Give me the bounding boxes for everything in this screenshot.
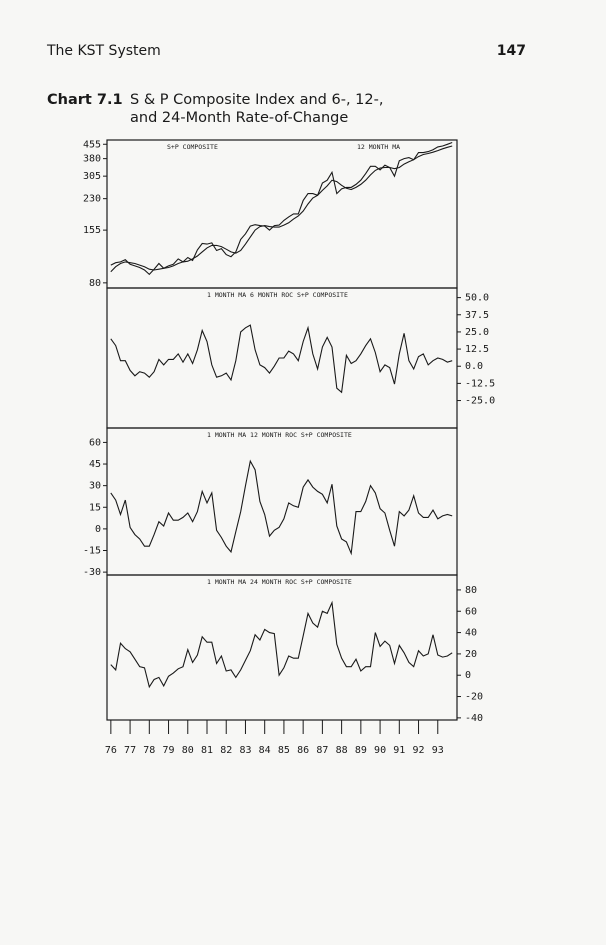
x-tick-label: 85 xyxy=(278,745,290,756)
x-tick-label: 92 xyxy=(413,745,425,756)
panel-frame xyxy=(106,574,458,721)
series-line xyxy=(110,145,453,273)
panel-frame xyxy=(106,139,458,289)
y-tick-label: 0 xyxy=(465,670,471,681)
x-tick-label: 82 xyxy=(220,745,232,756)
y-tick-label: 25.0 xyxy=(465,327,489,338)
y-tick-label: 80 xyxy=(465,585,477,596)
y-tick-label: -12.5 xyxy=(465,378,495,389)
x-tick-label: 91 xyxy=(393,745,405,756)
x-tick-label: 93 xyxy=(432,745,444,756)
x-tick-label: 83 xyxy=(239,745,251,756)
y-tick-label: -30 xyxy=(83,567,101,578)
y-tick-label: 230 xyxy=(83,194,101,205)
legend-label: 1 MONTH MA 24 MONTH ROC S+P COMPOSITE xyxy=(207,578,352,586)
y-tick-label: 0 xyxy=(95,524,101,535)
x-tick-label: 76 xyxy=(105,745,117,756)
y-tick-label: 40 xyxy=(465,628,477,639)
y-tick-label: 50.0 xyxy=(465,293,489,304)
y-tick-label: 455 xyxy=(83,139,101,150)
legend-label: 12 MONTH MA xyxy=(357,143,400,151)
y-tick-label: -40 xyxy=(465,713,483,724)
x-tick-label: 90 xyxy=(374,745,386,756)
x-tick-label: 80 xyxy=(182,745,194,756)
caption-line: and 24-Month Rate-of-Change xyxy=(130,110,348,126)
x-tick-label: 84 xyxy=(259,745,271,756)
caption-line: S & P Composite Index and 6-, 12-, xyxy=(130,92,383,108)
panel-frame xyxy=(106,427,458,576)
series-line xyxy=(110,141,453,276)
series-line xyxy=(110,459,453,556)
legend-label: 1 MONTH MA 6 MONTH ROC S+P COMPOSITE xyxy=(207,291,348,299)
x-tick-label: 86 xyxy=(297,745,309,756)
x-tick-label: 77 xyxy=(124,745,136,756)
x-tick-label: 88 xyxy=(336,745,348,756)
x-tick-label: 89 xyxy=(355,745,367,756)
y-tick-label: -15 xyxy=(83,546,101,557)
y-tick-label: 60 xyxy=(465,606,477,617)
y-tick-label: 45 xyxy=(89,459,101,470)
y-tick-label: -25.0 xyxy=(465,396,495,407)
y-tick-label: -20 xyxy=(465,692,483,703)
series-line xyxy=(110,324,453,394)
legend-label: S+P COMPOSITE xyxy=(167,143,218,151)
y-tick-label: 380 xyxy=(83,154,101,165)
page-number: 147 xyxy=(497,43,526,59)
y-tick-label: 80 xyxy=(89,278,101,289)
y-tick-label: 30 xyxy=(89,481,101,492)
running-head: The KST System xyxy=(46,43,161,59)
y-tick-label: 0.0 xyxy=(465,361,483,372)
y-tick-label: 20 xyxy=(465,649,477,660)
y-tick-label: 12.5 xyxy=(465,344,489,355)
y-tick-label: 37.5 xyxy=(465,310,489,321)
x-tick-label: 81 xyxy=(201,745,213,756)
x-tick-label: 78 xyxy=(143,745,155,756)
x-tick-label: 79 xyxy=(163,745,175,756)
x-tick-label: 87 xyxy=(316,745,328,756)
y-tick-label: 305 xyxy=(83,171,101,182)
y-tick-label: 60 xyxy=(89,437,101,448)
legend-label: 1 MONTH MA 12 MONTH ROC S+P COMPOSITE xyxy=(207,431,352,439)
series-line xyxy=(110,600,453,689)
y-tick-label: 15 xyxy=(89,502,101,513)
y-tick-label: 155 xyxy=(83,225,101,236)
caption-label: Chart 7.1 xyxy=(47,92,123,108)
